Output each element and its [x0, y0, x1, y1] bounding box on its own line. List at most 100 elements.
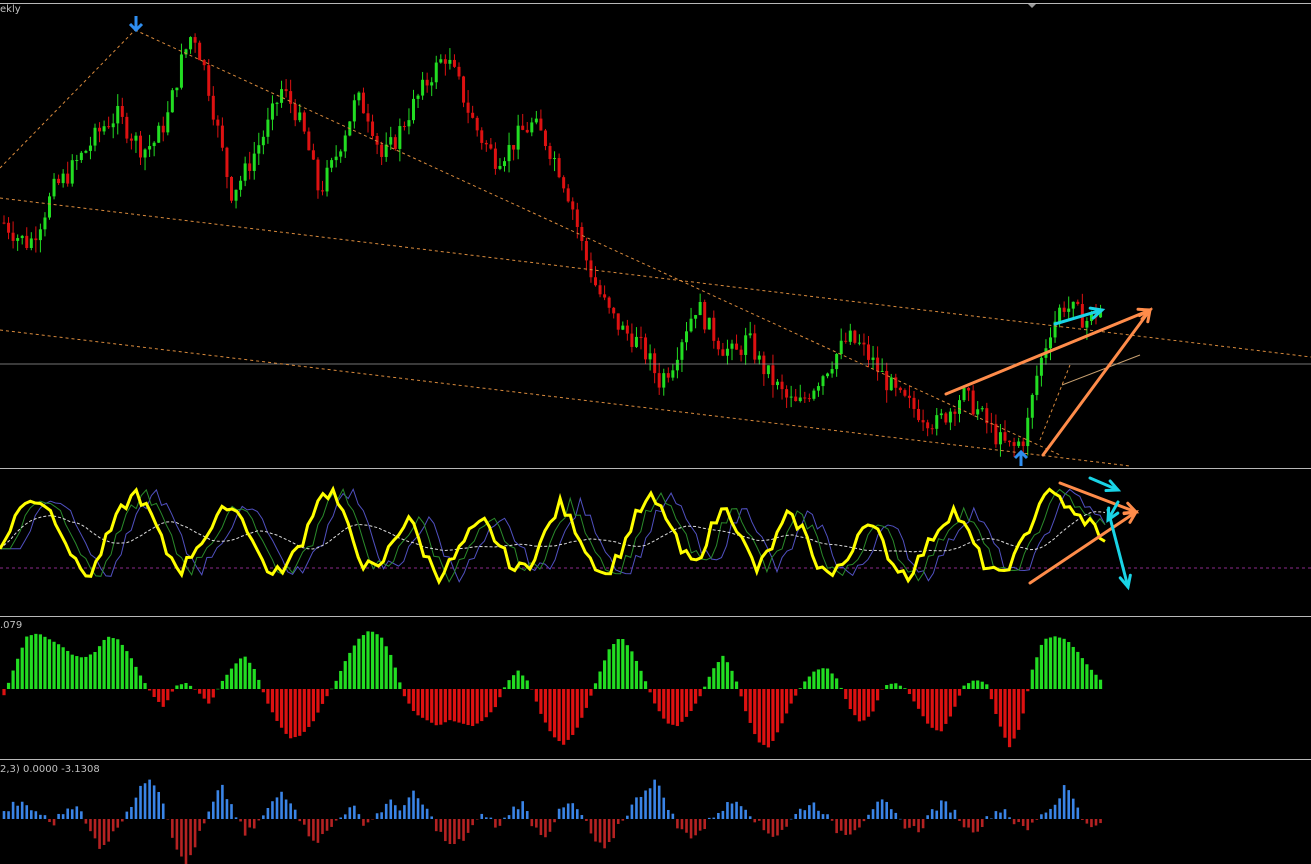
macd-bar: [248, 662, 252, 689]
candle-body: [452, 59, 456, 67]
candle-body: [976, 409, 980, 415]
candle-body: [248, 163, 252, 171]
osma-bar: [1040, 814, 1043, 819]
osma-bar: [721, 810, 725, 819]
osma-bar: [635, 797, 638, 819]
macd-bar: [607, 649, 611, 689]
candle-body: [88, 145, 92, 151]
candle-body: [744, 335, 748, 355]
candle-body: [971, 390, 975, 415]
candle-body: [584, 240, 588, 261]
macd-bar: [6, 682, 11, 689]
macd-bar: [480, 689, 484, 722]
osma-bar: [921, 819, 925, 829]
osma-bar: [166, 819, 170, 820]
osma-bar: [507, 815, 511, 819]
candle-body: [321, 190, 324, 192]
annotation-layer: [128, 3, 1154, 591]
osma-bar: [1049, 808, 1052, 819]
candle-body: [998, 432, 1002, 445]
osma-bar: [521, 801, 524, 819]
osma-bar: [689, 819, 693, 839]
candle-body: [402, 126, 406, 128]
candle-body: [812, 390, 816, 399]
macd-bar: [748, 689, 752, 723]
macd-bar: [357, 638, 361, 689]
macd-bar: [88, 654, 93, 689]
candle-body: [120, 106, 124, 117]
bottom-reversal-arrow-head: [1013, 449, 1029, 460]
candle-body: [430, 82, 434, 86]
osma-histogram-pane: [2, 779, 1102, 864]
candle-body: [648, 353, 652, 360]
osma-bar: [239, 819, 242, 822]
candle-body: [307, 131, 311, 151]
macd-bar: [311, 689, 315, 722]
candle-body: [375, 135, 379, 145]
candle-body: [343, 135, 347, 152]
osma-bar: [312, 819, 315, 841]
candle-body: [689, 318, 693, 332]
osma-bar: [789, 818, 793, 820]
candle-body: [980, 408, 984, 410]
osma-bar: [80, 811, 83, 819]
osma-bar: [940, 800, 943, 819]
osma-bar: [667, 809, 670, 819]
macd-bar: [270, 689, 275, 713]
macd-bar: [57, 644, 61, 689]
macd-bar: [521, 675, 525, 689]
osma-bar: [130, 806, 133, 819]
macd-bar: [794, 689, 798, 696]
candle-body: [707, 317, 711, 330]
osma-bar: [434, 819, 438, 832]
macd-bar: [84, 656, 88, 689]
candle-body: [298, 112, 302, 121]
osma-bar: [849, 819, 852, 835]
osma-bar: [398, 810, 402, 819]
macd-bar: [998, 689, 1003, 727]
candle-body: [534, 118, 538, 123]
macd-bar: [1053, 636, 1057, 689]
osma-bar: [607, 819, 611, 843]
candle-body: [935, 415, 939, 429]
osma-bar: [1076, 807, 1080, 819]
macd-bar: [944, 689, 948, 724]
osma-bar: [225, 799, 229, 819]
macd-bar: [985, 684, 989, 689]
macd-bar: [1076, 651, 1080, 689]
candle-body: [139, 135, 142, 158]
candle-body: [571, 201, 575, 210]
candle-body: [657, 373, 661, 388]
candle-body: [607, 297, 611, 308]
macd-bar: [926, 689, 930, 724]
osma-bar: [384, 803, 388, 819]
arrow-cyan-stoch-down: [1106, 508, 1130, 589]
candle-body: [471, 112, 475, 118]
osma-bar: [876, 801, 879, 819]
macd-bar: [457, 689, 461, 723]
macd-bar: [430, 689, 434, 723]
candle-body: [29, 238, 33, 248]
osma-bar: [603, 819, 606, 849]
osma-bar: [257, 819, 261, 821]
macd-bar: [152, 689, 156, 698]
candle-body: [948, 411, 952, 423]
osma-bar: [466, 819, 470, 833]
osma-bar: [353, 805, 356, 819]
candle-body: [771, 365, 775, 386]
candle-body: [421, 79, 425, 96]
macd-bar: [575, 689, 579, 728]
macd-bar: [2, 689, 6, 696]
osma-bar: [885, 801, 888, 819]
osma-bar: [758, 819, 761, 821]
candle-body: [789, 396, 793, 398]
candle-body: [175, 87, 179, 91]
candle-body: [439, 59, 443, 63]
candle-body: [562, 177, 566, 189]
candle-body: [462, 76, 466, 103]
osma-bar: [862, 819, 866, 822]
macd-bar: [234, 663, 238, 689]
candle-body: [189, 37, 193, 50]
candle-body: [594, 277, 597, 286]
osma-bar: [644, 790, 647, 819]
